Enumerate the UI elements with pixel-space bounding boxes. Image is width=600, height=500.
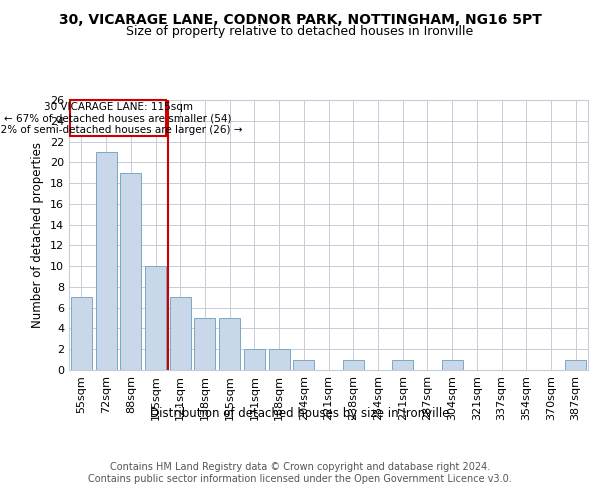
Bar (95, 152, 116, 370)
Text: ← 67% of detached houses are smaller (54): ← 67% of detached houses are smaller (54… (4, 114, 232, 124)
Bar (194, 318, 215, 370)
Bar (71, 298, 92, 370)
Bar (565, 360, 586, 370)
Bar (244, 349, 265, 370)
Bar (145, 266, 166, 370)
FancyBboxPatch shape (70, 100, 166, 136)
Text: 32% of semi-detached houses are larger (26) →: 32% of semi-detached houses are larger (… (0, 125, 242, 135)
Text: Contains HM Land Registry data © Crown copyright and database right 2024.: Contains HM Land Registry data © Crown c… (110, 462, 490, 472)
Y-axis label: Number of detached properties: Number of detached properties (31, 142, 44, 328)
Bar (293, 360, 314, 370)
Text: Contains public sector information licensed under the Open Government Licence v3: Contains public sector information licen… (88, 474, 512, 484)
Bar (442, 360, 463, 370)
Bar (170, 298, 191, 370)
Bar (120, 172, 141, 370)
Bar (343, 360, 364, 370)
Bar (219, 318, 240, 370)
Text: Distribution of detached houses by size in Ironville: Distribution of detached houses by size … (150, 408, 450, 420)
Bar (269, 349, 290, 370)
Text: Size of property relative to detached houses in Ironville: Size of property relative to detached ho… (127, 25, 473, 38)
Text: 30, VICARAGE LANE, CODNOR PARK, NOTTINGHAM, NG16 5PT: 30, VICARAGE LANE, CODNOR PARK, NOTTINGH… (59, 12, 541, 26)
Bar (392, 360, 413, 370)
Text: 30 VICARAGE LANE: 115sqm: 30 VICARAGE LANE: 115sqm (44, 102, 193, 112)
